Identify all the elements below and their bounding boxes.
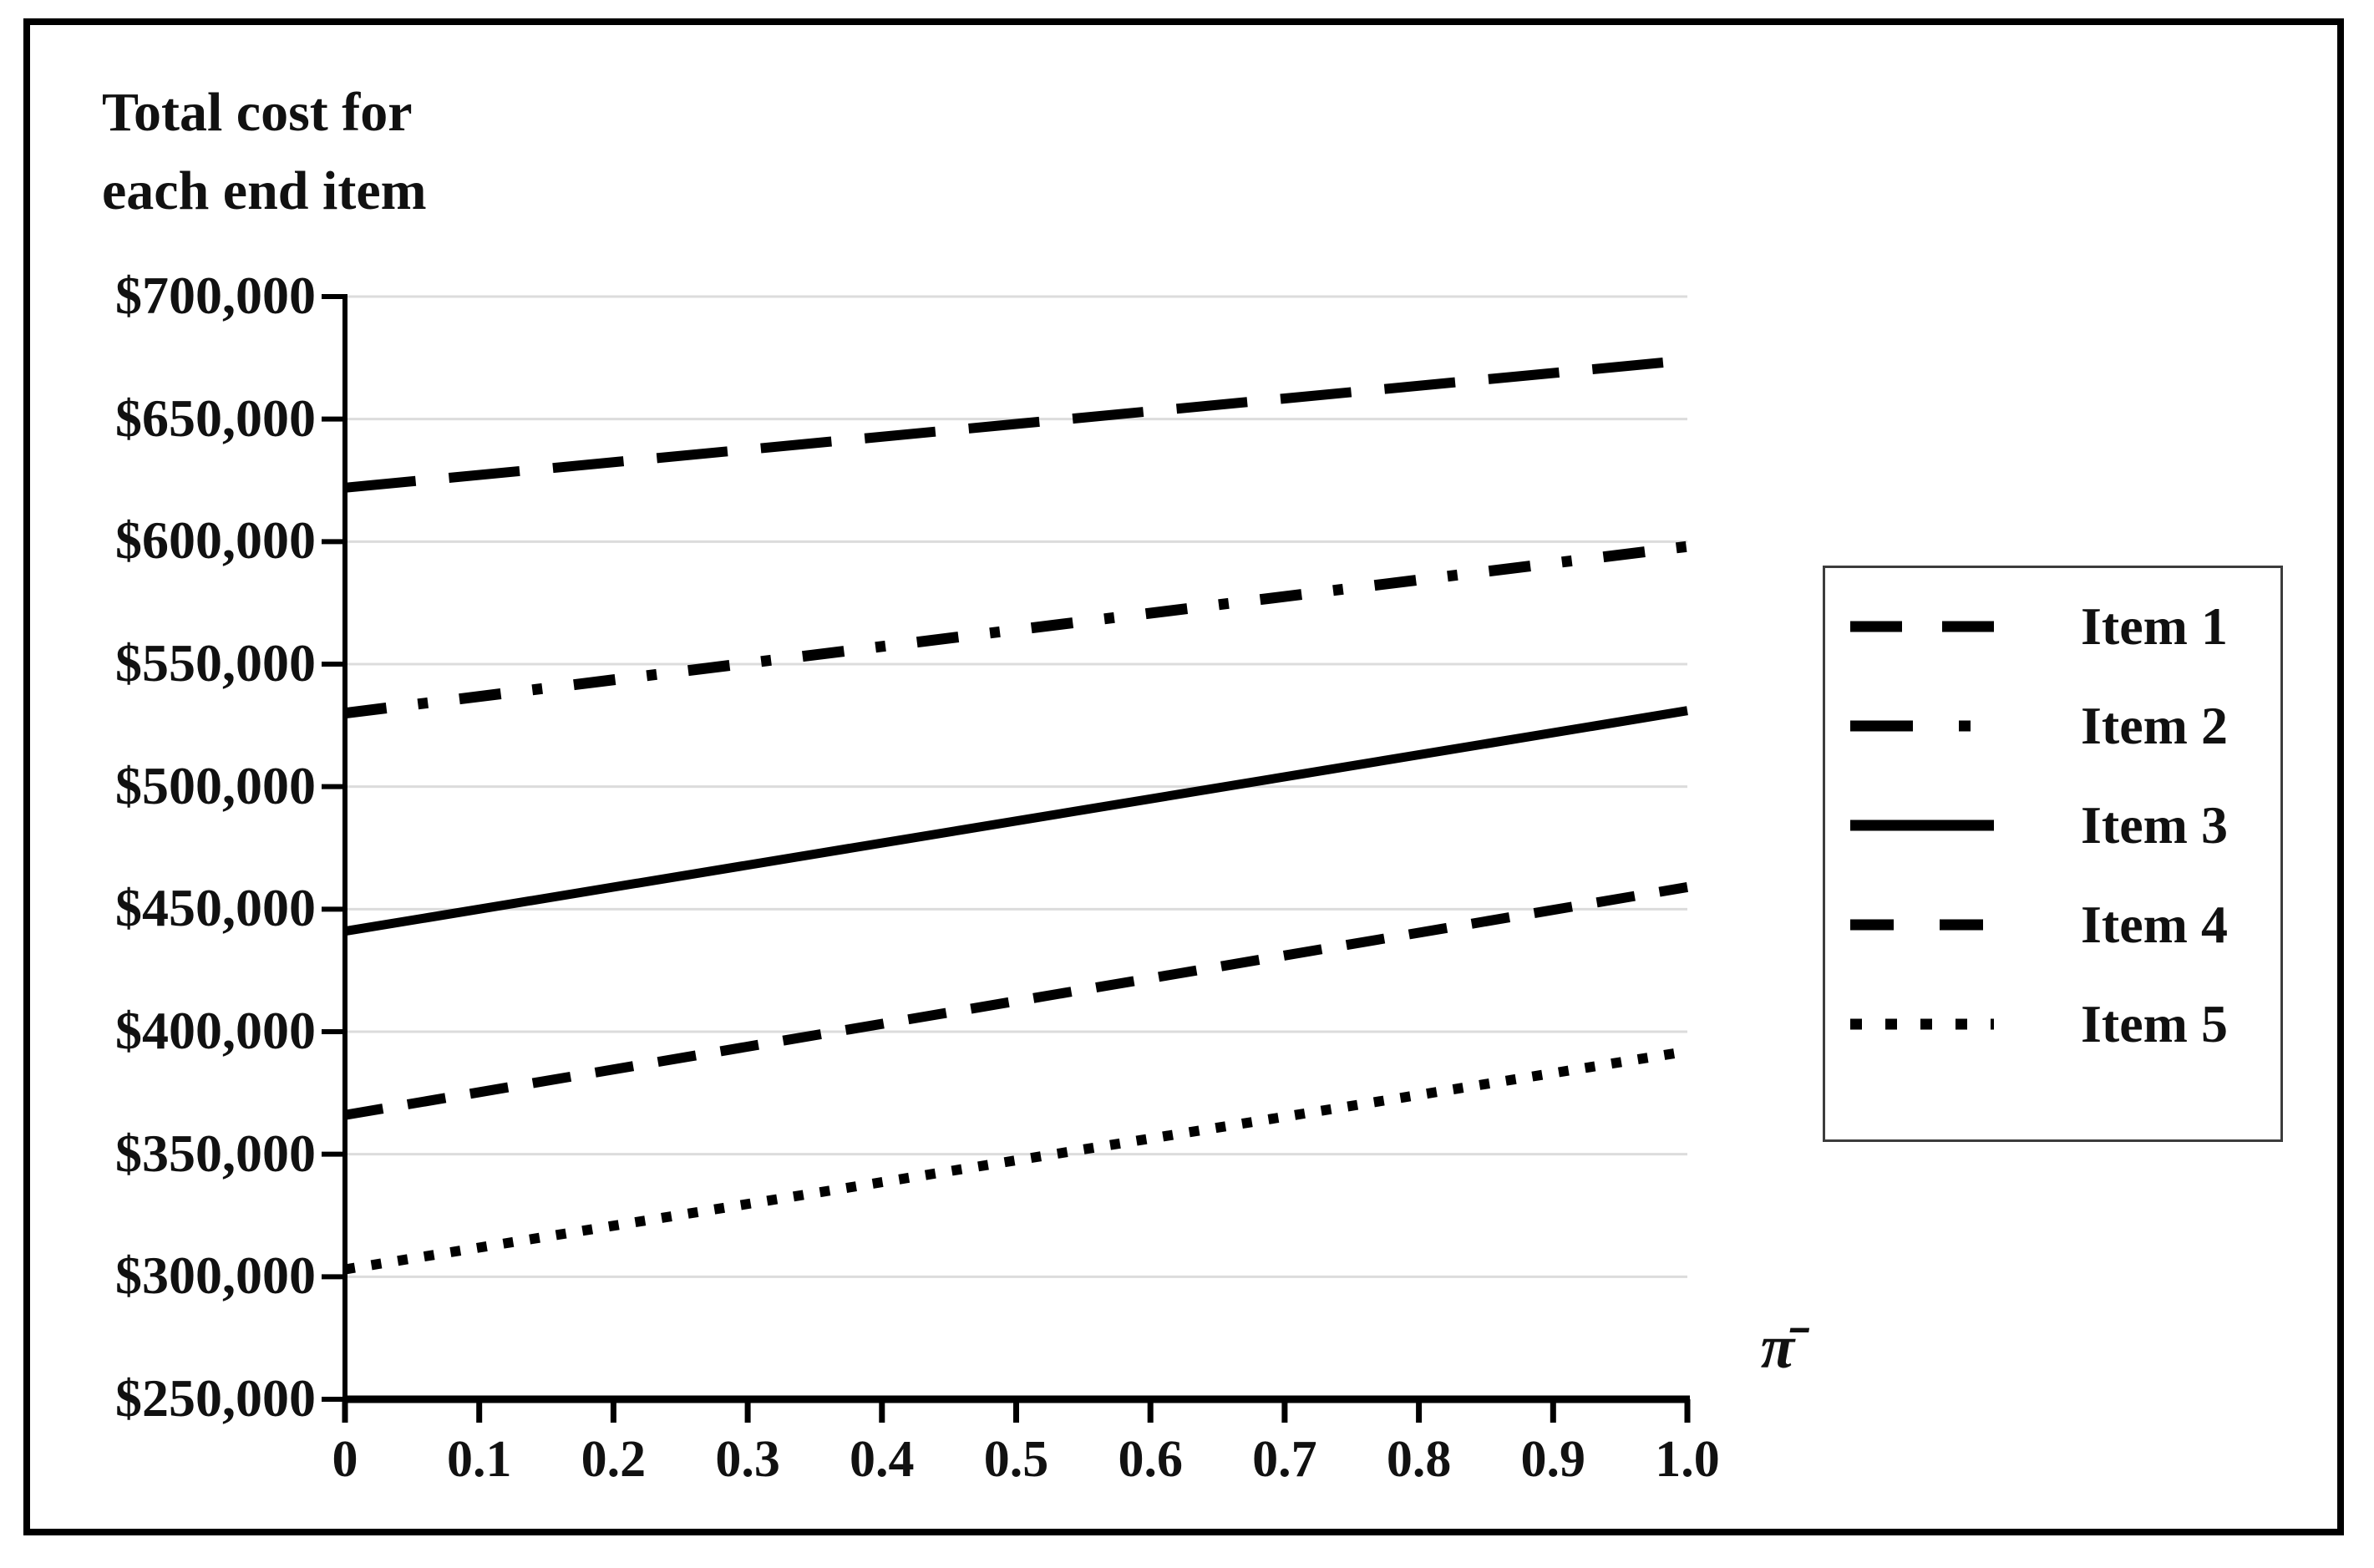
chart-title-line2: each end item: [102, 160, 427, 221]
x-tick-label: 0.4: [850, 1431, 915, 1488]
legend-line-sample-icon: [1850, 720, 1994, 732]
x-tick-label: 0.1: [446, 1431, 512, 1488]
legend-item: Item 5: [1825, 997, 2280, 1051]
y-tick-label: $450,000: [115, 878, 316, 938]
x-tick-label: 0.6: [1118, 1431, 1183, 1488]
legend: Item 1 Item 2 Item 3 Item 4 Item 5: [1823, 566, 2283, 1142]
legend-item-label: Item 1: [2081, 596, 2228, 656]
legend-line-sample-icon: [1850, 621, 1994, 632]
x-tick-label: 0.8: [1386, 1431, 1452, 1488]
legend-item: Item 2: [1825, 699, 2280, 753]
y-tick-label: $600,000: [115, 510, 316, 571]
x-tick-label: 0.2: [581, 1431, 647, 1488]
legend-item: Item 4: [1825, 898, 2280, 951]
x-tick-label: 0.9: [1520, 1431, 1586, 1488]
x-tick-label: 0: [332, 1431, 358, 1488]
legend-item-label: Item 2: [2081, 696, 2228, 755]
series-line-item-1: [344, 355, 1688, 493]
y-tick-label: $300,000: [115, 1246, 316, 1306]
legend-item-label: Item 4: [2081, 895, 2228, 954]
y-tick-label: $400,000: [115, 1001, 316, 1060]
y-tick-label: $500,000: [115, 755, 316, 815]
series-line-item-4: [343, 882, 1689, 1120]
chart-title-line1: Total cost for: [102, 82, 413, 143]
series-line-item-3: [344, 706, 1688, 936]
legend-item-label: Item 3: [2081, 795, 2228, 855]
chart-title: Total cost for each end item: [102, 74, 427, 230]
x-tick-label: 0.5: [983, 1431, 1049, 1488]
legend-line-sample-icon: [1850, 820, 1994, 831]
x-tick-label: 1.0: [1655, 1431, 1720, 1488]
series-line-item-2: [344, 540, 1688, 719]
figure-border: [23, 18, 2344, 1535]
y-tick-label: $350,000: [115, 1123, 316, 1183]
x-tick-label: 0.3: [715, 1431, 780, 1488]
y-tick-label: $250,000: [115, 1368, 316, 1428]
legend-line-sample-icon: [1850, 1018, 1994, 1030]
x-axis-label: π̄: [1760, 1313, 1795, 1382]
y-tick-label: $700,000: [115, 266, 316, 325]
legend-line-sample-icon: [1850, 919, 1994, 931]
x-tick-label: 0.7: [1252, 1431, 1317, 1488]
legend-item-label: Item 5: [2081, 994, 2228, 1053]
y-tick-label: $650,000: [115, 388, 316, 448]
legend-item: Item 3: [1825, 799, 2280, 852]
y-tick-label: $550,000: [115, 633, 316, 693]
legend-item: Item 1: [1825, 600, 2280, 653]
